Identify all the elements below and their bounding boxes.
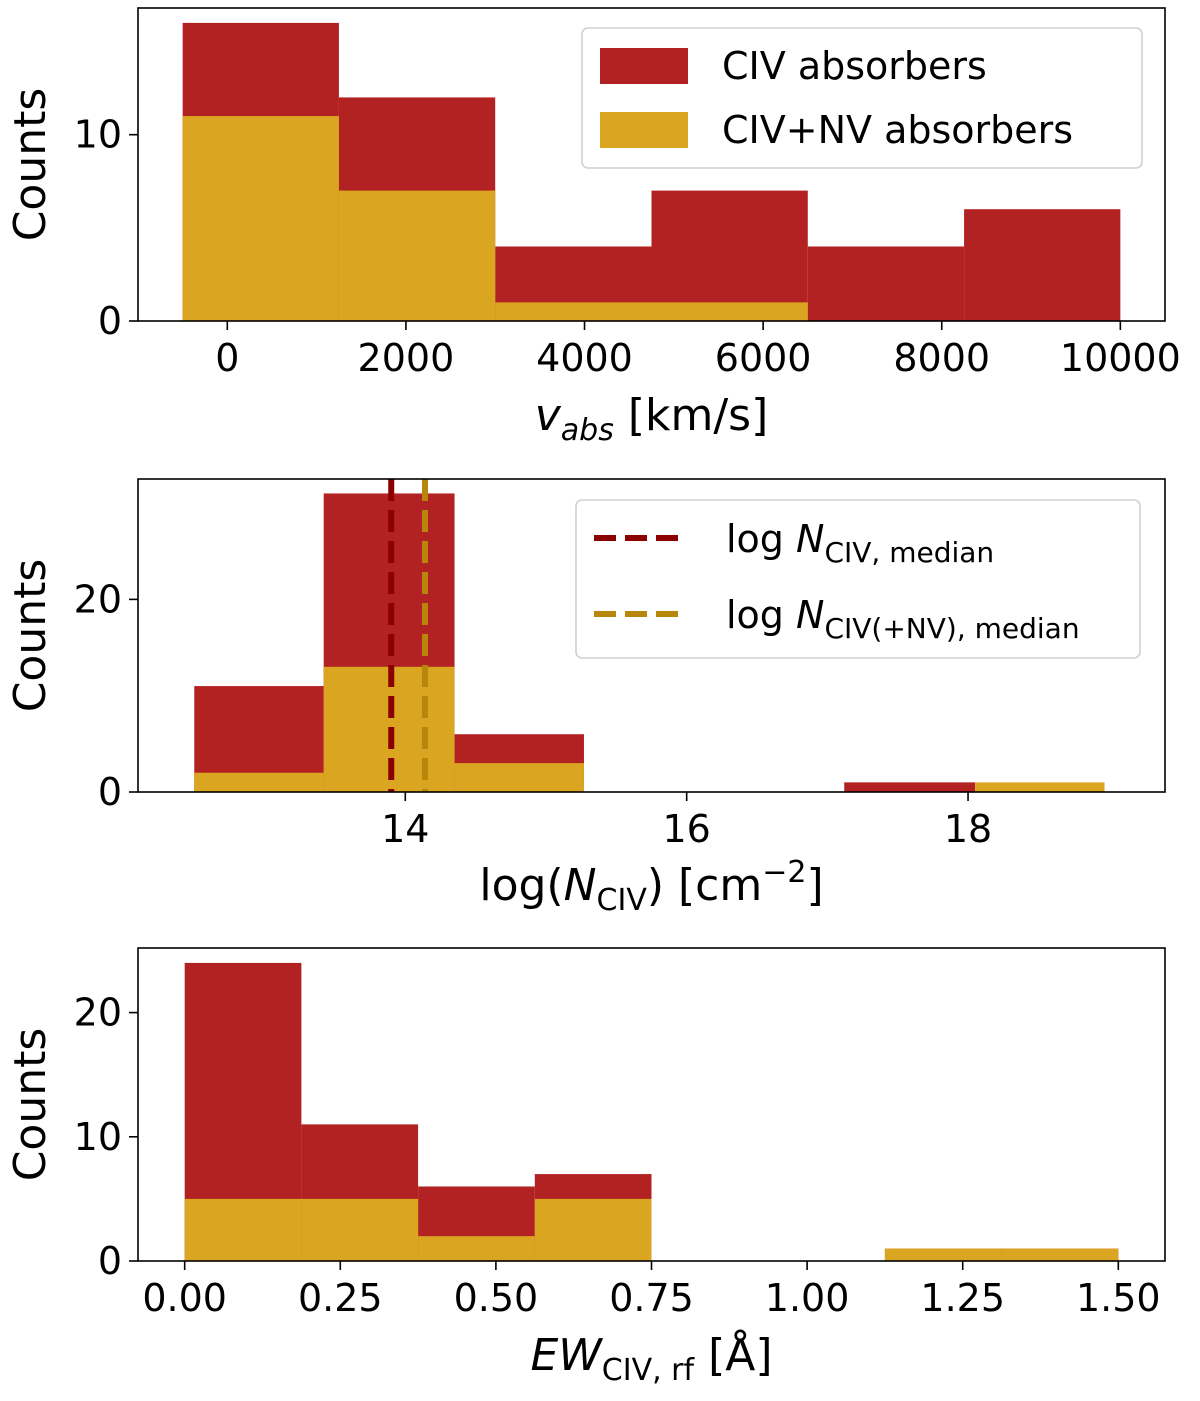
x-tick-label: 8000 (893, 336, 990, 380)
x-tick-label: 0.75 (609, 1276, 694, 1320)
x-label-unit: [Å] (694, 1328, 772, 1381)
x-tick-label: 2000 (358, 336, 455, 380)
legend-box (575, 499, 1141, 659)
y-tick-label: 20 (74, 577, 122, 621)
x-tick-label: 0 (215, 336, 239, 380)
legend-box (581, 27, 1143, 169)
y-tick-label: 0 (98, 770, 122, 814)
x-tick-label: 4000 (536, 336, 633, 380)
bar-civnv-bin-0 (182, 116, 339, 321)
x-tick-label: 0.50 (454, 1276, 539, 1320)
x-label-superscript: −2 (762, 855, 806, 890)
x-label-post: ) [cm (647, 860, 762, 911)
y-axis-label: Counts (5, 88, 56, 242)
x-label-subscript: CIV (597, 883, 648, 918)
legend-label-median-civnv: log NCIV(+NV), median (726, 593, 1080, 645)
x-label-subscript: abs (561, 413, 614, 448)
legend-patch-civ (600, 48, 688, 84)
bars (184, 962, 1119, 1261)
x-tick-label: 18 (944, 807, 992, 851)
y-tick-label: 0 (98, 299, 122, 343)
panel-velocity-histogram: 0 2000 4000 6000 8000 10000 0 10 Counts vabs [km/… (5, 7, 1181, 448)
bar-civnv-bin-2 (495, 302, 652, 321)
plot-frame (137, 478, 1166, 793)
x-axis-label: vabs [km/s] (535, 390, 769, 448)
x-tick-label: 1.00 (765, 1276, 850, 1320)
legend-label-log: log (726, 593, 796, 637)
bar-civnv-bin-1 (301, 1198, 419, 1261)
legend-label-variable: N (796, 517, 824, 561)
y-axis-label: Counts (5, 559, 56, 713)
x-label-end: ] (806, 860, 823, 911)
y-tick-label: 20 (74, 991, 122, 1035)
bar-civ-bin-3 (651, 190, 808, 321)
legend: CIV absorbers CIV+NV absorbers (581, 27, 1143, 169)
bar-civnv-bin-3 (534, 1198, 652, 1261)
bars (182, 22, 1121, 322)
x-label-variable: N (564, 860, 597, 911)
bar-civ-bin-5 (964, 209, 1121, 321)
plot-frame (137, 7, 1166, 322)
x-label-variable: EW (530, 1330, 603, 1381)
bar-civnv-bin-6 (884, 1248, 1002, 1261)
bar-civ-bin-4 (807, 246, 965, 321)
y-axis-label: Counts (5, 1028, 56, 1182)
legend-patch-civnv (600, 112, 688, 148)
panel-equivalent-width-histogram: 0.00 0.25 0.50 0.75 1.00 1.25 1.50 0 10 20 Counts E… (5, 947, 1166, 1388)
y-tick-label: 0 (98, 1239, 122, 1283)
x-axis-label: EWCIV, rf [Å] (530, 1328, 772, 1388)
legend-label-subscript: CIV, median (824, 536, 994, 569)
legend-label-variable: N (796, 593, 824, 637)
x-label-variable: v (535, 390, 562, 441)
bar-civnv-bin-2 (454, 763, 584, 792)
x-label-pre: log( (479, 860, 563, 911)
bar-civnv-bin-1 (338, 190, 496, 321)
y-tick-label: 10 (74, 1115, 122, 1159)
y-tick-label: 10 (74, 113, 122, 157)
x-tick-label: 1.25 (920, 1276, 1005, 1320)
legend-label-median-civ: log NCIV, median (726, 517, 994, 569)
x-label-subscript: CIV, rf (602, 1353, 696, 1388)
x-tick-label: 16 (662, 807, 710, 851)
bar-civnv-bin-7 (1001, 1248, 1119, 1261)
x-tick-label: 6000 (715, 336, 812, 380)
legend-label-log: log (726, 517, 796, 561)
x-tick-label: 14 (381, 807, 429, 851)
x-label-unit: [km/s] (614, 390, 768, 441)
bar-civnv-bin-6 (975, 782, 1105, 792)
x-tick-label: 10000 (1060, 336, 1181, 380)
bar-civnv-bin-0 (194, 772, 324, 792)
x-tick-label: 0.25 (298, 1276, 383, 1320)
legend-label-subscript: CIV(+NV), median (824, 612, 1079, 645)
legend-label-civ: CIV absorbers (722, 44, 987, 88)
bar-civnv-bin-0 (184, 1198, 302, 1261)
x-tick-label: 1.50 (1076, 1276, 1161, 1320)
bar-civ-bin-5 (844, 782, 976, 792)
x-tick-label: 0.00 (142, 1276, 227, 1320)
legend-label-civnv: CIV+NV absorbers (722, 108, 1073, 152)
bar-civnv-bin-2 (418, 1236, 535, 1261)
x-axis-label: log(NCIV) [cm−2] (479, 855, 823, 918)
bar-civnv-bin-3 (651, 302, 808, 321)
